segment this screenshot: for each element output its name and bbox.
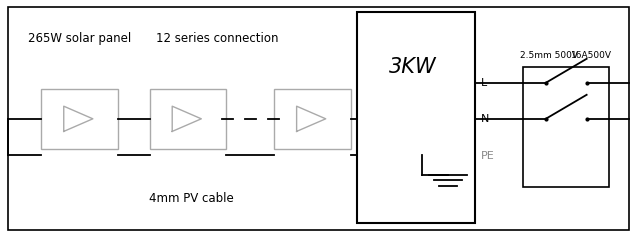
Bar	[274, 89, 351, 149]
Text: 3KW: 3KW	[389, 57, 437, 77]
Text: 4mm PV cable: 4mm PV cable	[149, 192, 234, 204]
Bar	[357, 12, 475, 223]
Bar	[523, 67, 609, 187]
Text: L: L	[480, 78, 487, 88]
Bar	[150, 89, 226, 149]
Text: N: N	[480, 114, 489, 124]
Text: PE: PE	[480, 151, 494, 161]
Text: 265W solar panel: 265W solar panel	[28, 32, 131, 45]
Text: 2.5mm 500V: 2.5mm 500V	[520, 51, 578, 60]
Text: 16A500V: 16A500V	[571, 51, 612, 60]
Bar	[41, 89, 118, 149]
Text: 12 series connection: 12 series connection	[156, 32, 278, 45]
